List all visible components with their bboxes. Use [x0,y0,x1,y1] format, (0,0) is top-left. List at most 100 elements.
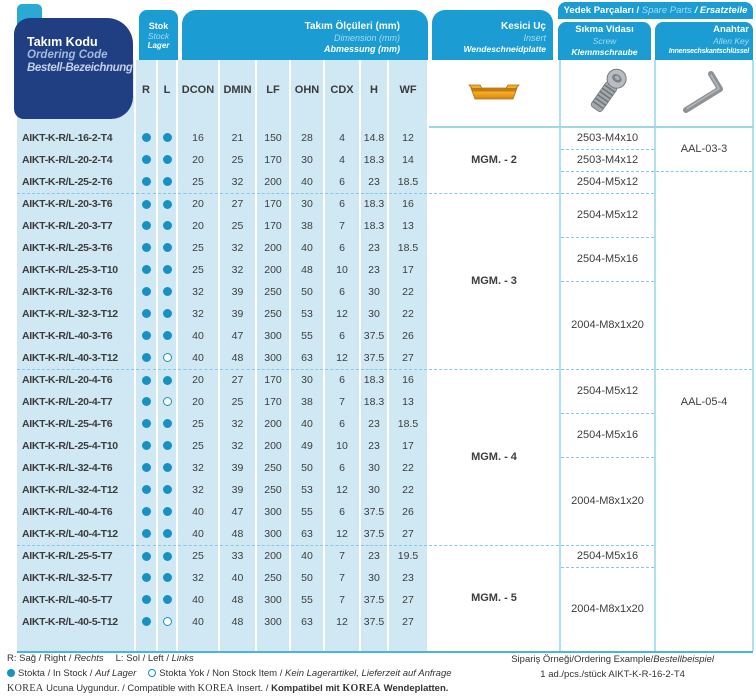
dimension-cell: 7 [324,567,361,589]
insert-code-cell: MGM. - 3 [428,192,560,369]
stock-dot-filled [141,155,151,165]
stock-dot-filled [162,441,172,451]
dimension-cell: 32 [219,237,257,259]
ordering-code-cell: AIKT-K-R/L-25-3-T6 [17,237,136,259]
legend-stock-line: Stokta / In Stock / Auf Lager Stokta Yok … [7,667,452,682]
screw-title-en: Screw [592,36,617,46]
stock-l-cell [157,347,178,369]
legend-rl-text2: L: Sol / Left / [115,653,172,664]
dimension-cell: 39 [219,281,257,303]
dimension-cell: 30 [360,567,389,589]
table-body: AIKT-K-R/L-16-2-T4 16 21 150 28 4 14.8 12 MGM. -… [17,127,754,651]
ordering-code-cell: AIKT-K-R/L-20-4-T6 [17,368,136,391]
stock-dot-filled [162,507,172,517]
screw-image [590,68,627,112]
stock-l-cell [157,413,178,435]
dimension-cell: 23 [360,544,389,567]
stock-r-cell [135,413,158,435]
dimensions-title-tr: Takım Ölçüleri (mm) [304,21,400,32]
insert-code-cell: MGM. - 5 [428,544,560,651]
dimension-cell: 40 [177,325,220,347]
dimensions-header: Takım Ölçüleri (mm) Dimension (mm) Abmes… [182,10,428,60]
dimension-cell: 32 [177,457,220,479]
dimension-cell: 30 [360,303,389,325]
dimension-cell: 7 [324,215,361,237]
table-row: AIKT-K-R/L-20-2-T4 20 25 170 30 4 18.3 14 2503-M… [17,148,753,171]
stock-l-cell [157,633,178,651]
catalog-table: R L DCON DMIN LF OHN CDX H WF [17,60,754,651]
ordering-example: Sipariş Örneği/Ordering Example/Bestellb… [511,652,714,682]
table-row: AIKT-K-R/L-25-3-T6 25 32 200 40 6 23 18.5 2504-M… [17,236,753,281]
legend-instock-text: Stokta / In Stock / [18,667,96,679]
dimension-cell: 23 [360,237,389,259]
dimension-cell: 39 [219,457,257,479]
dimension-cell: 47 [219,501,257,523]
dimension-cell: 18.5 [388,171,429,193]
dimension-cell: 40 [290,413,325,435]
dimension-cell: 26 [388,501,429,523]
dimension-cell [290,633,325,651]
stock-dot-filled [141,133,151,143]
dimension-cell: 32 [177,281,220,303]
dimension-cell: 39 [219,479,257,501]
table-filler-row [17,633,753,651]
stock-dot-filled [141,177,151,187]
dimension-cell: 18.5 [388,413,429,435]
dimension-cell [388,633,429,651]
dimensions-title-de: Abmessung (mm) [323,44,400,54]
dimension-cell: 6 [324,237,361,259]
dimension-cell: 300 [256,347,291,369]
screw-title-tr: Sıkma Vidası [575,24,634,35]
dimension-cell: 300 [256,501,291,523]
dimension-cell: 63 [290,611,325,633]
col-header-l: L [157,60,178,127]
stock-r-cell [135,215,158,237]
stock-dot-filled [162,287,172,297]
dimension-cell: 200 [256,435,291,457]
col-header-lf: LF [256,60,291,127]
dimension-cell: 25 [177,544,220,567]
insert-title-en: Insert [523,33,546,43]
dimension-cell: 25 [177,413,220,435]
dimension-cell: 32 [177,303,220,325]
dimension-cell: 17 [388,435,429,457]
dimension-cell: 32 [219,435,257,457]
ordering-code-cell: AIKT-K-R/L-40-4-T6 [17,501,136,523]
screw-code-cell: 2004-M8x1x20 [559,280,655,369]
dimension-cell: 27 [388,611,429,633]
legend-nonstock-text: Stokta Yok / Non Stock Item / [159,667,285,679]
non-stock-dot-icon [148,668,157,677]
dimension-cell: 40 [219,567,257,589]
stock-dot-filled [162,133,172,143]
dimension-cell: 300 [256,325,291,347]
screw-code-cell: 2504-M5x16 [559,544,655,567]
stock-l-cell [157,127,178,149]
dimension-cell: 6 [324,457,361,479]
stock-r-cell [135,347,158,369]
stock-dot-filled [162,331,172,341]
stock-r-cell [135,149,158,171]
stock-dot-filled [162,529,172,539]
dimension-cell: 27 [388,347,429,369]
dimension-cell: 40 [177,611,220,633]
ordering-example-value: 1 ad./pcs./stück AIKT-K-R-16-2-T4 [540,669,685,680]
dimension-cell: 48 [219,523,257,545]
ordering-code-cell [17,633,136,651]
stock-l-cell [157,501,178,523]
dimension-cell: 39 [219,303,257,325]
dimension-cell: 37.5 [360,589,389,611]
ordering-code-cell: AIKT-K-R/L-25-2-T6 [17,171,136,193]
ordering-code-header: Takım Kodu Ordering Code Bestell-Bezeich… [14,18,133,119]
ordering-code-cell: AIKT-K-R/L-32-4-T12 [17,479,136,501]
stock-dot-filled [162,221,172,231]
stock-r-cell [135,259,158,281]
screw-photo-cell [559,60,655,128]
stock-dot-filled [141,595,151,605]
dimension-cell: 55 [290,501,325,523]
allen-key-title-tr: Anahtar [713,24,749,35]
ordering-code-cell: AIKT-K-R/L-25-4-T10 [17,435,136,457]
dimension-cell: 6 [324,281,361,303]
stock-dot-filled [141,353,151,363]
ordering-code-cell: AIKT-K-R/L-40-3-T6 [17,325,136,347]
dimension-cell: 48 [219,589,257,611]
